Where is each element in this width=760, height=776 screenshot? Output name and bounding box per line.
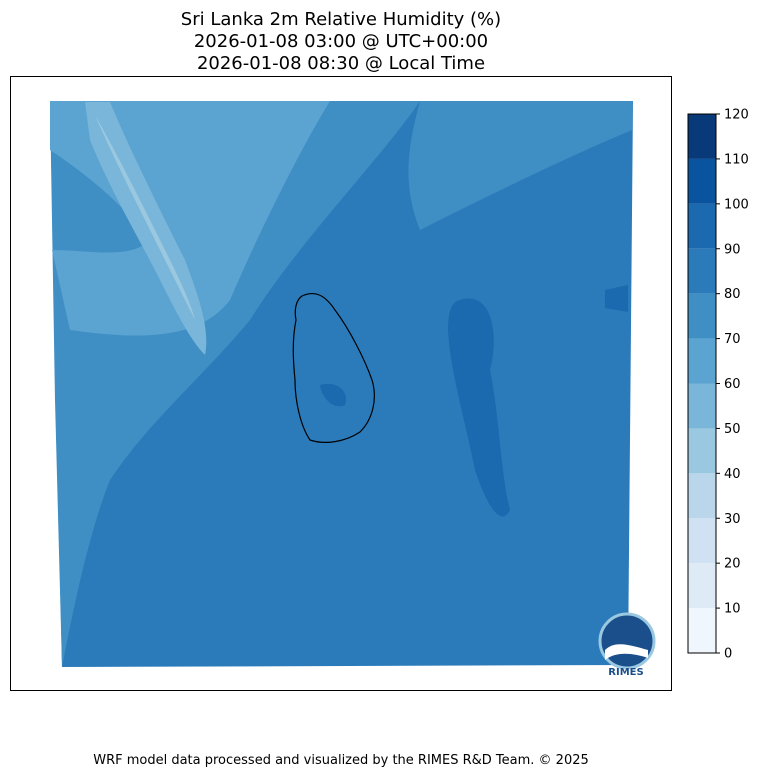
region: [605, 285, 628, 312]
colorbar-bin: [688, 518, 716, 564]
colorbar-bin: [688, 473, 716, 519]
colorbar-tick-label: 60: [724, 377, 741, 392]
colorbar-bin: [688, 608, 716, 653]
colorbar-tick-label: 30: [724, 512, 741, 527]
logo-wave: [605, 644, 648, 660]
colorbar-bin: [688, 158, 716, 204]
colorbar-bin: [688, 248, 716, 294]
colorbar-tick-label: 40: [724, 467, 741, 482]
colorbar-tick-label: 90: [724, 242, 741, 257]
title-line: 2026-01-08 03:00 @ UTC+00:00: [194, 31, 488, 52]
colorbar-tick-label: 100: [724, 197, 749, 212]
colorbar-bin: [688, 338, 716, 384]
colorbar-bin: [688, 383, 716, 429]
region: [448, 298, 510, 517]
colorbar-bin: [688, 428, 716, 474]
title-line: 2026-01-08 08:30 @ Local Time: [197, 53, 485, 74]
colorbar-tick-label: 20: [724, 557, 741, 572]
colorbar-tick-label: 80: [724, 287, 741, 302]
colorbar-tick-label: 10: [724, 602, 741, 617]
region: [408, 101, 633, 230]
logo-text: RIMES: [608, 667, 643, 678]
colorbar-bin: [688, 563, 716, 609]
colorbar-tick-label: 70: [724, 332, 741, 347]
colorbar-tick-label: 0: [724, 647, 732, 662]
footer: WRF model data processed and visualized …: [93, 753, 589, 768]
colorbar-bin: [688, 293, 716, 339]
region: [85, 102, 207, 355]
logo-badge: [598, 612, 656, 670]
logo: RIMES: [598, 612, 656, 678]
map: RIMES: [50, 101, 656, 678]
region: [95, 115, 195, 320]
colorbar-tick-label: 110: [724, 152, 749, 167]
colorbar-bin: [688, 203, 716, 249]
colorbar: 0 10 20 30 40 50 60 70 80 90 100 110 120: [687, 108, 749, 662]
colorbar-bin: [688, 114, 716, 159]
coastline: [292, 292, 375, 443]
title-line: Sri Lanka 2m Relative Humidity (%): [181, 9, 501, 30]
colorbar-tick-label: 50: [724, 422, 741, 437]
region: [320, 383, 346, 407]
colorbar-tick-label: 120: [724, 108, 749, 123]
